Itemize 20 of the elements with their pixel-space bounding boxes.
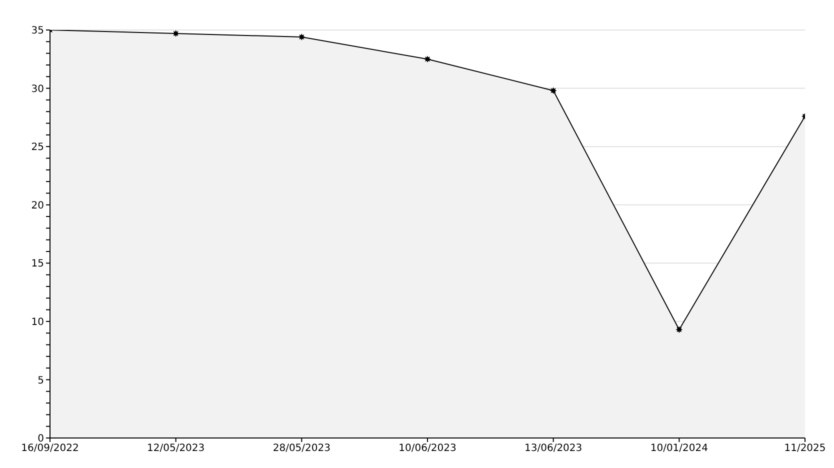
- x-tick-label: 28/05/2023: [272, 443, 330, 454]
- y-tick-label: 20: [31, 200, 44, 212]
- x-tick-label: 16/09/2022: [21, 443, 79, 454]
- point: [550, 87, 557, 94]
- y-tick-label: 5: [38, 375, 44, 386]
- y-tick-label: 30: [31, 84, 44, 95]
- point: [298, 33, 306, 40]
- point: [424, 56, 431, 63]
- x-tick-label: 12/05/2023: [147, 443, 205, 454]
- x-tick-label: 13/06/2023: [524, 443, 582, 454]
- x-tick-label: 10/06/2023: [398, 443, 456, 454]
- y-tick-label: 15: [31, 258, 44, 270]
- x-tick-label: 11/2025: [784, 443, 826, 454]
- y-tick-label: 0: [38, 434, 44, 445]
- point: [676, 326, 683, 334]
- x-tick-label: 10/01/2024: [650, 443, 708, 454]
- y-tick-label: 35: [31, 26, 44, 37]
- y-tick-label: 25: [31, 142, 44, 154]
- y-tick-label: 10: [31, 316, 44, 328]
- point: [172, 30, 180, 37]
